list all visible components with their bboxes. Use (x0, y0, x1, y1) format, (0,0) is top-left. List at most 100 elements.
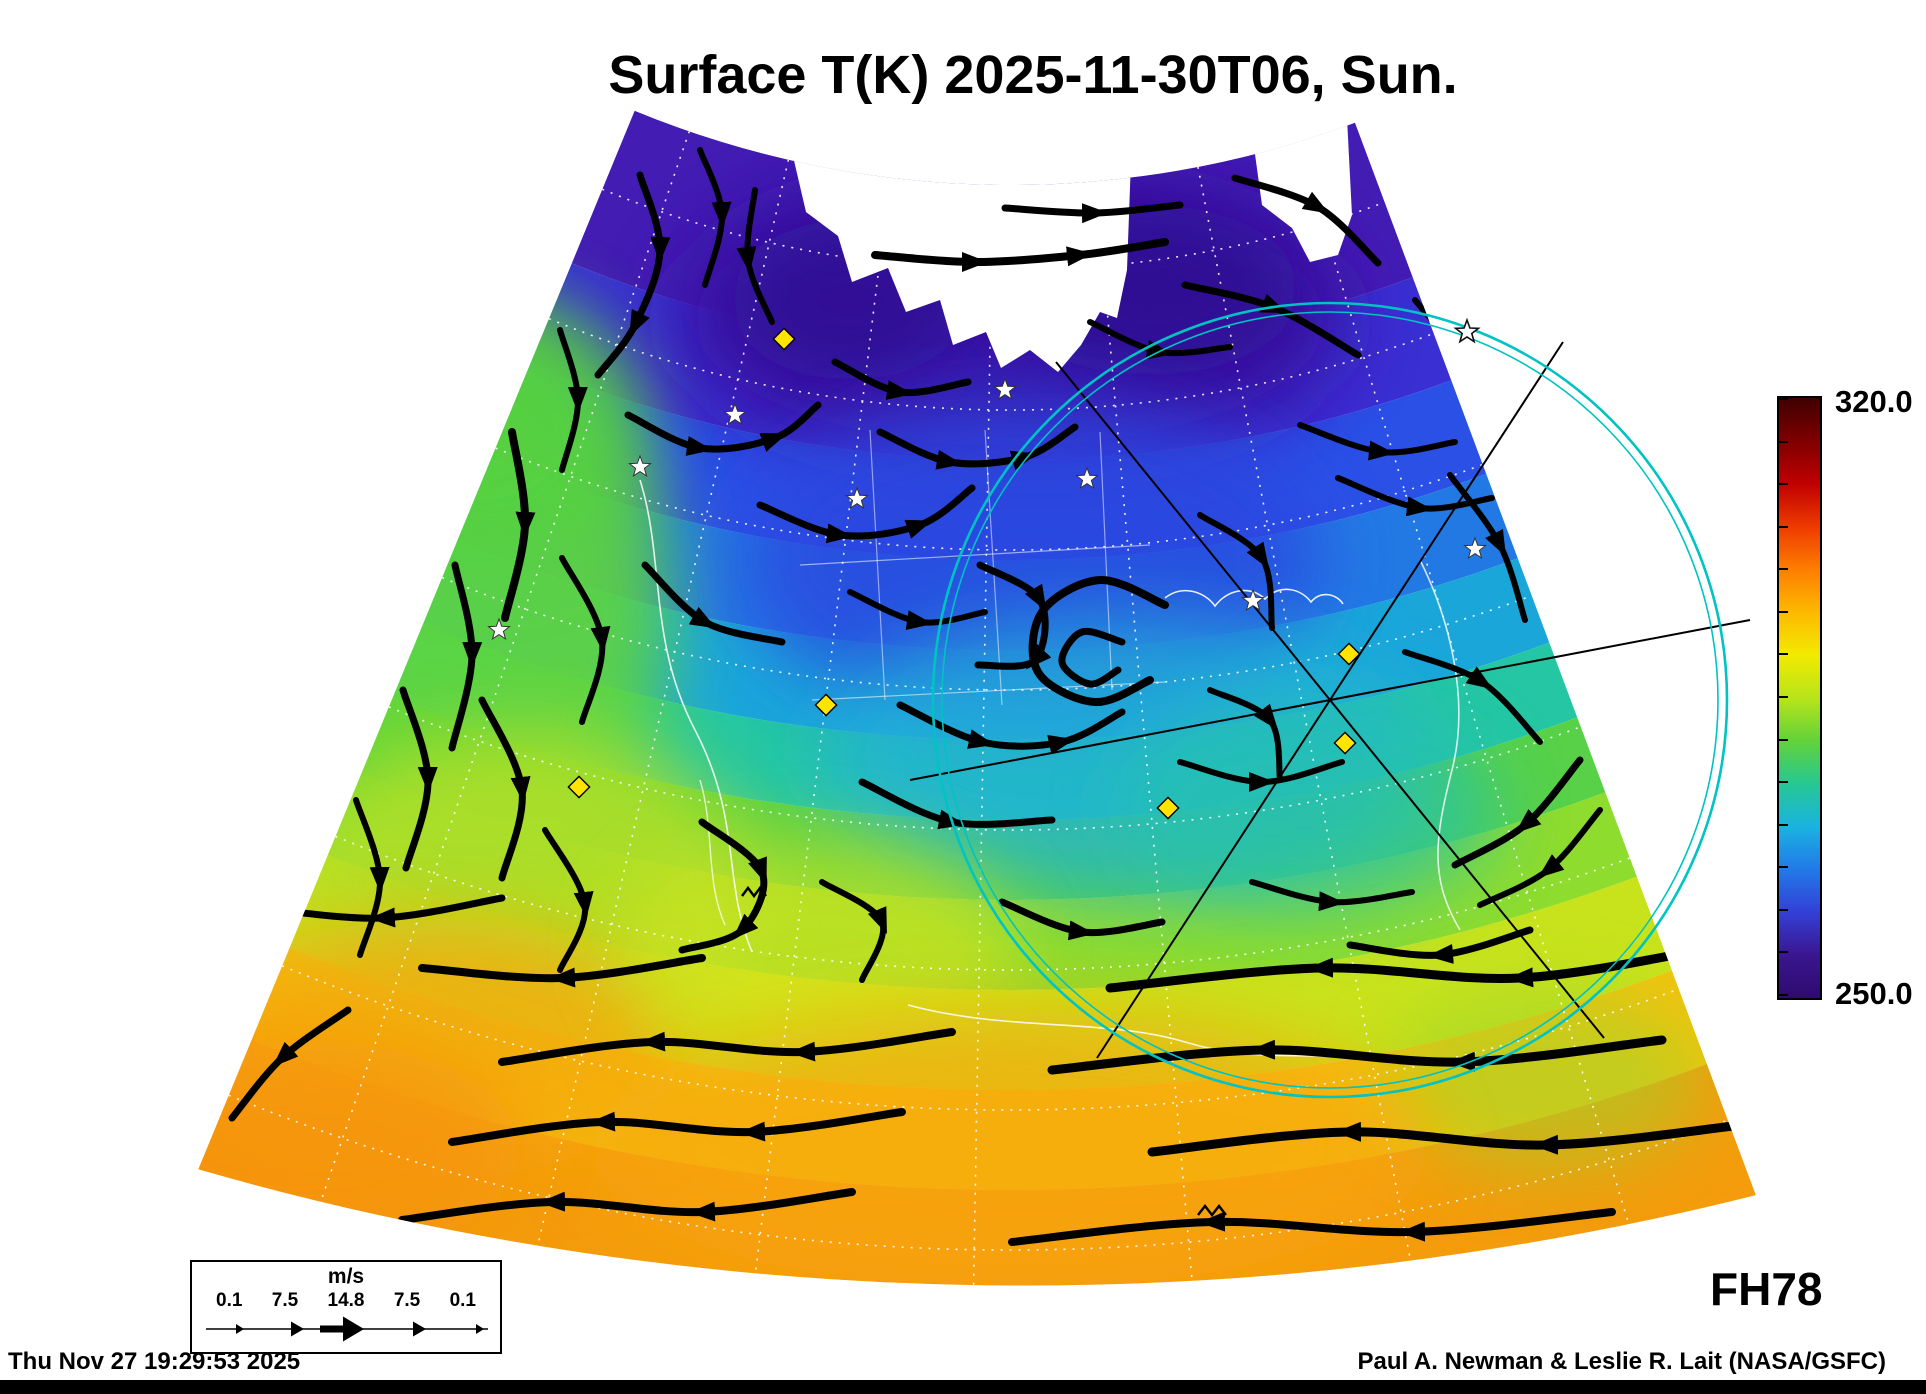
station-diamond-icon (567, 775, 591, 799)
colorbar-tick (1779, 824, 1788, 826)
colorbar-tick (1779, 568, 1788, 570)
zigzag-mark (1197, 1203, 1227, 1218)
bottom-bar (0, 1380, 1926, 1394)
colorbar-tick (1779, 653, 1788, 655)
colorbar-tick (1779, 994, 1788, 996)
city-star-icon (487, 617, 511, 641)
colorbar-tick (1779, 611, 1788, 613)
wind-scale-arrows-icon (206, 1316, 488, 1342)
city-star-icon (993, 377, 1017, 401)
wind-streamline (1008, 1208, 1616, 1246)
colorbar-tick (1779, 909, 1788, 911)
wind-streamline (847, 589, 988, 631)
range-circle-inner (941, 311, 1719, 1089)
station-markers (487, 317, 1487, 820)
wind-streamline (478, 696, 531, 882)
colorbar-tick (1779, 696, 1788, 698)
wind-streamline (501, 428, 536, 622)
wind-streamline (498, 1028, 956, 1066)
colorbar-tick (1779, 483, 1788, 485)
zigzag-mark (741, 885, 767, 899)
wind-scale-units-label: m/s (327, 1265, 365, 1288)
wind-scale-tick: 14.8 (327, 1290, 365, 1311)
wind-streamline (998, 898, 1166, 941)
wind-streamline (1335, 475, 1495, 517)
overpass-overlay (909, 301, 1751, 1099)
credit-line: Paul A. Newman & Leslie R. Lait (NASA/GS… (1357, 1348, 1886, 1375)
wind-streamline (1177, 759, 1345, 793)
city-star-icon (845, 486, 869, 510)
range-circle (931, 301, 1729, 1099)
wind-streamline (624, 401, 822, 456)
wind-streamline (1207, 687, 1283, 783)
wind-streamline (756, 484, 976, 544)
colorbar-tick (1779, 781, 1788, 783)
city-star-icon (1241, 588, 1265, 612)
wind-scale-tick: 7.5 (271, 1290, 299, 1311)
wind-streamline (1147, 1120, 1747, 1157)
wind-streamline (448, 1108, 906, 1146)
open-star-icon (1453, 317, 1481, 344)
wind-streamline (557, 327, 588, 473)
colorbar-min-label: 250.0 (1835, 976, 1913, 1011)
city-star-icon (628, 454, 652, 478)
temperature-field (198, 110, 1756, 1286)
station-diamond-icon (772, 327, 796, 351)
wind-streamline (1402, 649, 1543, 745)
wind-streamline (678, 818, 768, 954)
wind-streamline (1231, 174, 1382, 267)
wind-streamline (819, 879, 887, 983)
wind-streamline (1451, 756, 1584, 869)
colorbar: 320.0 250.0 (1777, 384, 1913, 1011)
wind-streamline (876, 423, 1079, 471)
wind-streamline (641, 561, 786, 646)
wind-scale-tick: 7.5 (393, 1290, 421, 1311)
colorbar-tick (1779, 866, 1788, 868)
wind-scale-tick: 0.1 (449, 1290, 476, 1311)
wind-streamline (831, 358, 972, 400)
city-star-icon (1463, 536, 1487, 560)
station-diamond-icon (1156, 796, 1180, 820)
wind-streamline (1346, 926, 1534, 964)
station-diamond-icon (1333, 731, 1357, 755)
wind-streamline (353, 797, 390, 958)
city-star-icon (1075, 466, 1099, 490)
wind-streamline (1297, 422, 1458, 461)
station-diamond-icon (814, 693, 838, 717)
wind-streamline (1001, 201, 1184, 224)
generated-timestamp: Thu Nov 27 19:29:53 2025 (8, 1348, 301, 1375)
wind-streamline (1105, 943, 1717, 993)
wind-streamline (448, 561, 483, 752)
wind-streamline (736, 187, 775, 325)
wind-streamline (697, 147, 732, 288)
colorbar-max-label: 320.0 (1835, 384, 1913, 419)
wind-streamline (1197, 512, 1275, 631)
ground-track-line (1055, 361, 1605, 1039)
colorbar-tick (1779, 526, 1788, 528)
wind-scale-tick: 0.1 (216, 1290, 243, 1311)
colorbar-tick (1779, 441, 1788, 443)
wind-streamline (542, 827, 594, 973)
wind-streamline (871, 238, 1169, 272)
wind-streamline (559, 555, 611, 725)
forecast-hour-label: FH78 (1710, 1263, 1823, 1315)
wind-streamline (228, 1006, 352, 1122)
colorbar-tick (1779, 739, 1788, 741)
wind-streamline (1058, 627, 1126, 688)
wind-scale-tick-labels: 0.1 7.5 14.8 7.5 0.1 (192, 1290, 500, 1312)
wind-streamline (594, 171, 671, 379)
wind-streamline (398, 1188, 856, 1224)
station-diamond-icon (1337, 642, 1361, 666)
wind-streamline (1477, 807, 1603, 908)
wind-streamline (974, 561, 1052, 670)
wind-streamline (418, 954, 706, 988)
colorbar-tick (1779, 398, 1788, 400)
wind-streamline (1249, 879, 1415, 912)
wind-streamlines (228, 147, 1747, 1246)
wind-streamline (1047, 1035, 1667, 1075)
colorbar-tick (1779, 951, 1788, 953)
wind-streamline (1447, 472, 1528, 623)
wind-streamline (399, 686, 438, 872)
